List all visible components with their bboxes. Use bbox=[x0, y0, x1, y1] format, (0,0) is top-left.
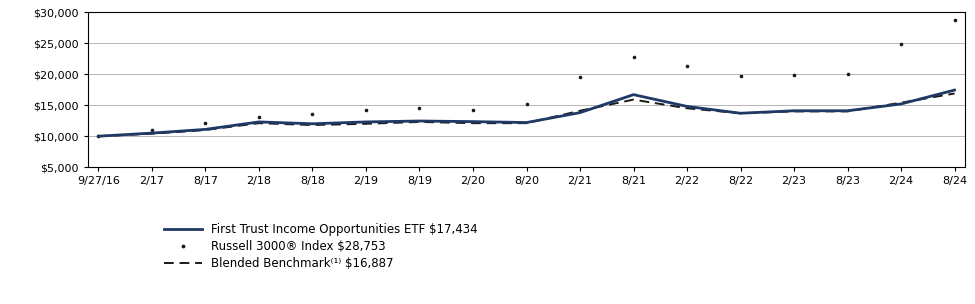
Legend: First Trust Income Opportunities ETF $17,434, Russell 3000® Index $28,753, Blend: First Trust Income Opportunities ETF $17… bbox=[164, 223, 478, 270]
